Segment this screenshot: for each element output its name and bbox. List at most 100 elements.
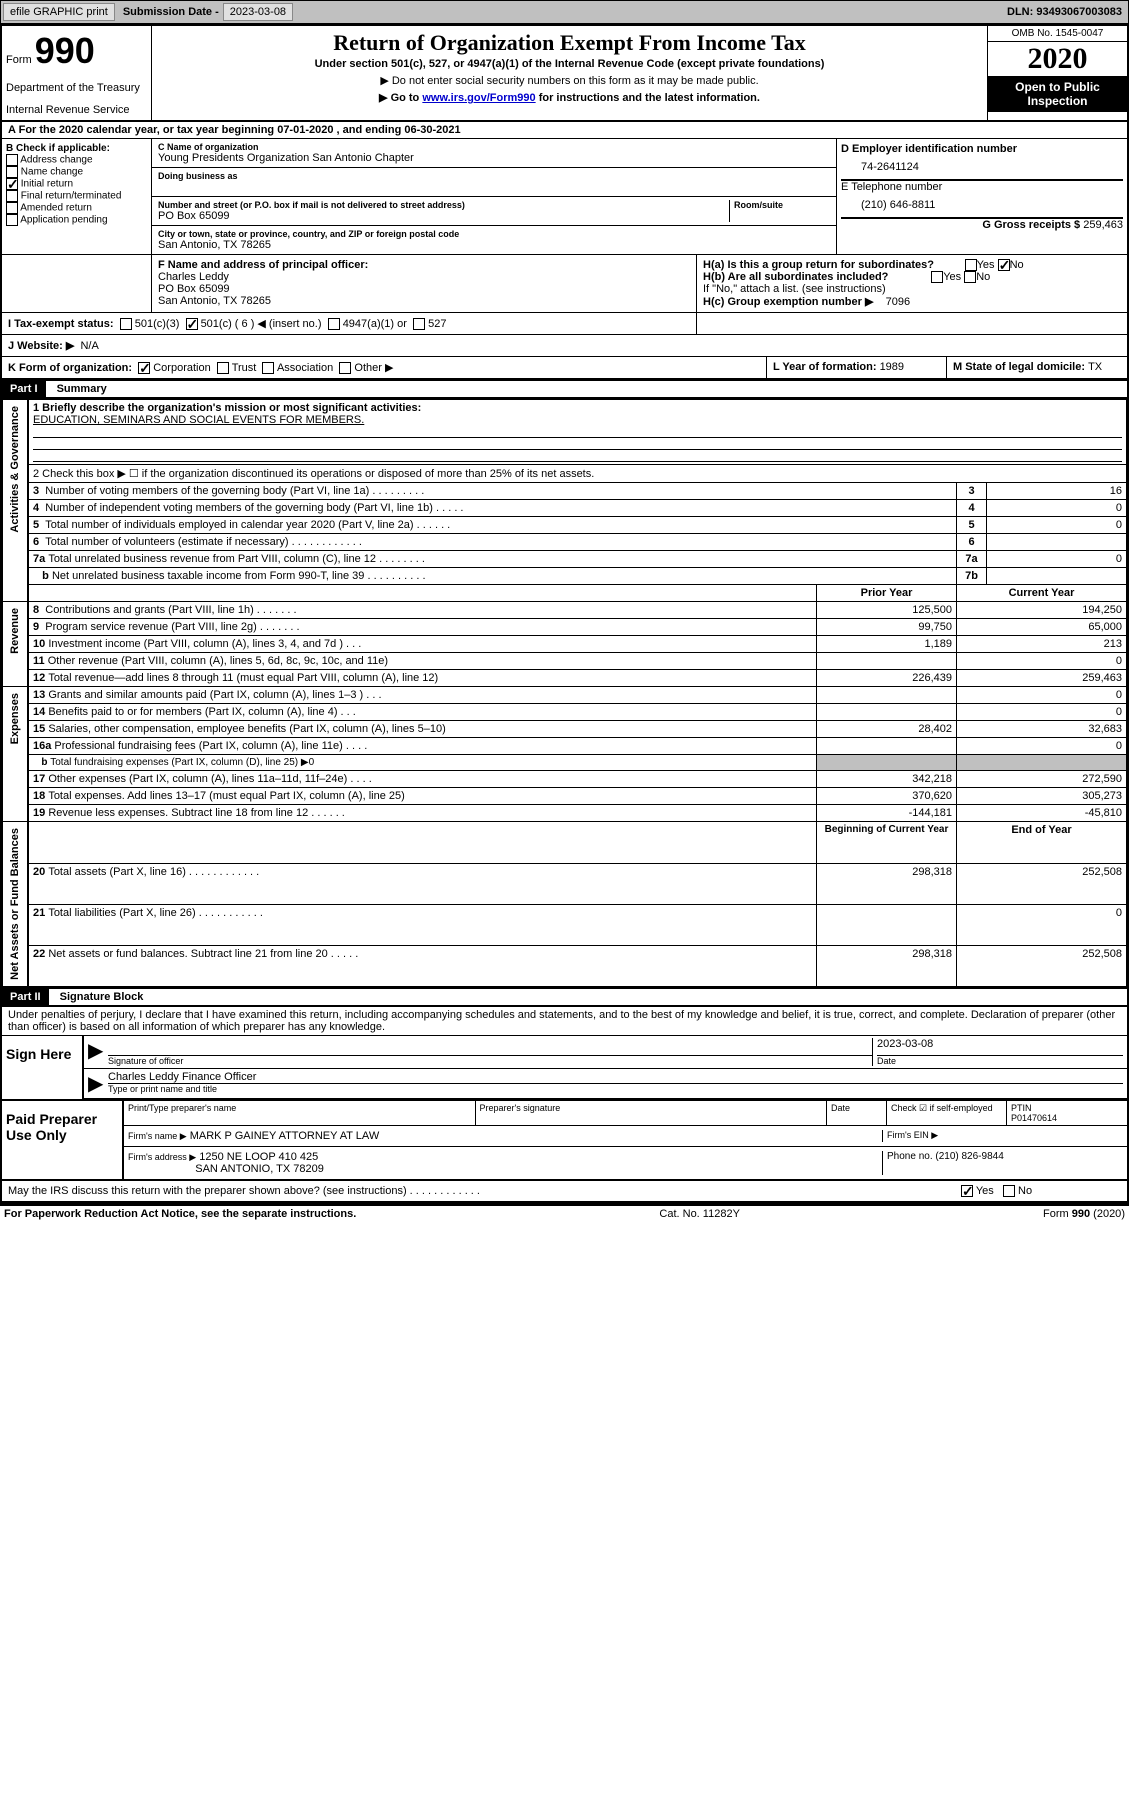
spacer-b (2, 255, 152, 312)
check-address: Address change (6, 154, 147, 166)
form-label: Form (6, 54, 32, 66)
sig-name: Charles Leddy Finance Officer (108, 1071, 1123, 1084)
two-col-header: Prior YearCurrent Year (3, 585, 1127, 602)
sig-arrow-icon: ▶ (88, 1038, 108, 1066)
check-other[interactable] (339, 362, 351, 374)
row-7b: b Net unrelated business taxable income … (3, 568, 1127, 585)
sig-arrow2-icon: ▶ (88, 1071, 108, 1096)
form-container: Form 990 Department of the Treasury Inte… (0, 24, 1129, 1204)
l-value: 1989 (880, 361, 904, 373)
paid-row1: Print/Type preparer's name Preparer's si… (124, 1101, 1127, 1126)
declaration: Under penalties of perjury, I declare th… (2, 1007, 1127, 1036)
ha-no[interactable] (998, 259, 1010, 271)
checkbox-address[interactable] (6, 154, 18, 166)
row-7a: 7a Total unrelated business revenue from… (3, 551, 1127, 568)
check-trust[interactable] (217, 362, 229, 374)
instr-prefix: ▶ Go to (379, 92, 422, 104)
checkbox-initial[interactable] (6, 178, 18, 190)
checkbox-final[interactable] (6, 190, 18, 202)
sec-m: M State of legal domicile: TX (947, 357, 1127, 378)
firm-addr1: 1250 NE LOOP 410 425 (199, 1151, 318, 1163)
m-value: TX (1088, 361, 1102, 373)
f-addr1: PO Box 65099 (158, 283, 690, 295)
ha-yes[interactable] (965, 259, 977, 271)
city-value: San Antonio, TX 78265 (158, 239, 830, 251)
ha-row: H(a) Is this a group return for subordin… (703, 259, 1121, 271)
hc-value: 7096 (886, 296, 910, 308)
tax-year: 2020 (988, 42, 1127, 76)
sign-section: Sign Here ▶ Signature of officer 2023-03… (2, 1036, 1127, 1099)
sig-name-label: Type or print name and title (108, 1084, 1123, 1094)
sec-i-right (697, 313, 1127, 334)
checkbox-app[interactable] (6, 214, 18, 226)
check-assoc[interactable] (262, 362, 274, 374)
sig-row2: ▶ Charles Leddy Finance Officer Type or … (84, 1069, 1127, 1099)
form-header: Form 990 Department of the Treasury Inte… (2, 26, 1127, 122)
phone-value: (210) 646-8811 (841, 193, 1123, 217)
check-527[interactable] (413, 318, 425, 330)
irs-link[interactable]: www.irs.gov/Form990 (422, 92, 535, 104)
discuss-row: May the IRS discuss this return with the… (2, 1179, 1127, 1202)
org-name: Young Presidents Organization San Antoni… (158, 152, 830, 164)
hb-row: H(b) Are all subordinates included? Yes … (703, 271, 1121, 283)
dept-irs: Internal Revenue Service (6, 104, 147, 116)
ptin-value: P01470614 (1011, 1113, 1057, 1123)
check-amended: Amended return (6, 202, 147, 214)
f-name: Charles Leddy (158, 271, 690, 283)
prep-date-label: Date (827, 1101, 887, 1125)
dba-cell: Doing business as (152, 168, 836, 197)
form-number-cell: Form 990 Department of the Treasury Inte… (2, 26, 152, 120)
sec-i: I Tax-exempt status: 501(c)(3) 501(c) ( … (2, 313, 697, 334)
side-revenue: Revenue (7, 604, 23, 658)
sign-here-label: Sign Here (2, 1036, 82, 1099)
sec-i-row: I Tax-exempt status: 501(c)(3) 501(c) ( … (2, 313, 1127, 335)
form-ref: Form 990 (2020) (1043, 1208, 1125, 1220)
part1-badge: Part I (2, 381, 46, 397)
discuss-no[interactable] (1003, 1185, 1015, 1197)
instruction-link-row: ▶ Go to www.irs.gov/Form990 for instruct… (156, 91, 983, 104)
check-501c3[interactable] (120, 318, 132, 330)
hb-no[interactable] (964, 271, 976, 283)
title-cell: Return of Organization Exempt From Incom… (152, 26, 987, 120)
org-name-cell: C Name of organization Young Presidents … (152, 139, 836, 168)
ein-value: 74-2641124 (841, 155, 1123, 179)
submission-date-button[interactable]: 2023-03-08 (223, 3, 293, 21)
street-row: Number and street (or P.O. box if mail i… (152, 197, 836, 226)
check-4947[interactable] (328, 318, 340, 330)
year-cell: OMB No. 1545-0047 2020 Open to Public In… (987, 26, 1127, 120)
hc-row: H(c) Group exemption number ▶ 7096 (703, 295, 1121, 308)
side-expenses: Expenses (7, 689, 23, 748)
line1-label: 1 Briefly describe the organization's mi… (33, 402, 1122, 414)
prep-sig-label: Preparer's signature (476, 1101, 828, 1125)
sec-h: H(a) Is this a group return for subordin… (697, 255, 1127, 312)
sign-right: ▶ Signature of officer 2023-03-08 Date ▶… (82, 1036, 1127, 1099)
check-501c[interactable] (186, 318, 198, 330)
check-initial: Initial return (6, 178, 147, 190)
check-final: Final return/terminated (6, 190, 147, 202)
sig-officer-label: Signature of officer (108, 1056, 872, 1066)
paid-section: Paid Preparer Use Only Print/Type prepar… (2, 1099, 1127, 1179)
ein-label: D Employer identification number (841, 143, 1123, 155)
checkbox-amended[interactable] (6, 202, 18, 214)
form-number: 990 (35, 30, 95, 71)
sec-k-row: K Form of organization: Corporation Trus… (2, 357, 1127, 379)
inspection-badge: Open to Public Inspection (988, 76, 1127, 112)
efile-print-button[interactable]: efile GRAPHIC print (3, 3, 115, 21)
ptin-cell: PTINP01470614 (1007, 1101, 1127, 1125)
f-label: F Name and address of principal officer: (158, 259, 690, 271)
form-title: Return of Organization Exempt From Incom… (156, 30, 983, 56)
discuss-yes[interactable] (961, 1185, 973, 1197)
dba-label: Doing business as (158, 171, 830, 181)
check-corp[interactable] (138, 362, 150, 374)
part2-header-row: Part II Signature Block (2, 987, 1127, 1007)
check-name: Name change (6, 166, 147, 178)
b-label: B Check if applicable: (6, 143, 147, 154)
paperwork-notice: For Paperwork Reduction Act Notice, see … (4, 1208, 356, 1220)
col-c: C Name of organization Young Presidents … (152, 139, 837, 254)
sig-date: 2023-03-08 (877, 1038, 1123, 1056)
city-label: City or town, state or province, country… (158, 229, 830, 239)
cat-no: Cat. No. 11282Y (659, 1208, 740, 1220)
city-cell: City or town, state or province, country… (152, 226, 836, 254)
hb-yes[interactable] (931, 271, 943, 283)
row-6: 6 Total number of volunteers (estimate i… (3, 534, 1127, 551)
